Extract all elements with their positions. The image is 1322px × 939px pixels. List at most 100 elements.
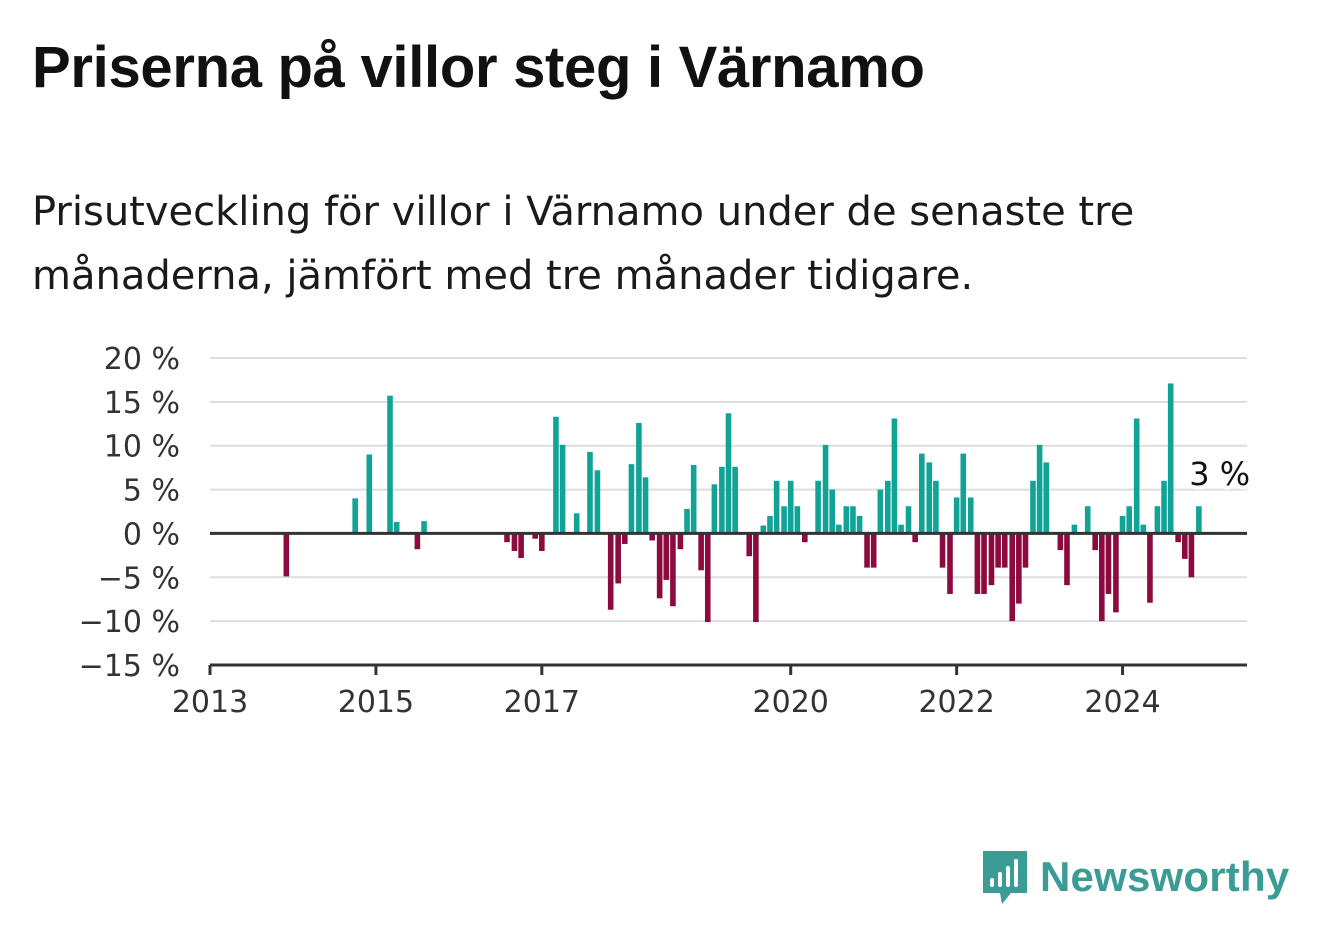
bar — [1043, 462, 1050, 534]
x-tick-label: 2020 — [753, 685, 829, 720]
bar — [829, 489, 835, 534]
bar — [1188, 533, 1195, 578]
y-tick-label: −10 % — [79, 605, 180, 640]
y-tick-label: 20 % — [104, 342, 180, 377]
bar — [981, 533, 987, 594]
bar — [912, 533, 918, 543]
bar — [642, 477, 649, 534]
bar — [511, 533, 518, 551]
bar — [622, 533, 628, 544]
bar — [1113, 533, 1119, 613]
bar — [794, 506, 801, 534]
bar — [1105, 533, 1112, 594]
y-tick-label: 5 % — [123, 474, 180, 509]
bar — [1057, 533, 1064, 551]
bar — [898, 524, 904, 534]
bar-chart-speech-bubble-icon — [983, 851, 1027, 904]
bar — [960, 453, 967, 534]
bar-chart: 20 % 15 % 10 % 5 % 0 % −5 % −10 % −15 %2013 2015… — [79, 342, 1255, 720]
bar — [1133, 418, 1140, 534]
bar — [1092, 533, 1098, 551]
bar — [1119, 515, 1126, 534]
bar — [926, 462, 933, 534]
bar — [532, 533, 538, 539]
bar — [628, 464, 635, 534]
bar — [1022, 533, 1029, 568]
bar — [974, 533, 981, 594]
bar — [884, 480, 891, 534]
bar — [587, 451, 593, 534]
bar — [822, 444, 829, 534]
bar — [1126, 506, 1132, 534]
annotation-halo: 3 % — [1189, 455, 1250, 493]
bar — [1071, 524, 1078, 534]
bar — [283, 533, 290, 577]
last-value-label: 3 % — [1189, 455, 1250, 493]
bar — [663, 533, 670, 580]
x-tick-label: 2017 — [504, 685, 580, 720]
bar — [843, 506, 850, 534]
y-tick-label: −15 % — [79, 649, 180, 684]
bar — [850, 506, 856, 534]
bar — [1016, 533, 1022, 604]
bar — [1001, 533, 1008, 568]
bar — [732, 466, 738, 534]
bar — [559, 444, 566, 534]
bar — [1084, 506, 1091, 534]
bar — [719, 466, 725, 534]
bar — [746, 533, 753, 557]
bar — [773, 480, 780, 534]
y-tick-label: 0 % — [123, 517, 180, 552]
bar — [393, 522, 400, 534]
y-tick-label: 10 % — [104, 430, 180, 465]
bar — [1099, 533, 1105, 622]
bar — [670, 533, 676, 607]
bar — [1167, 383, 1174, 534]
bar — [1140, 524, 1147, 534]
bar — [995, 533, 1001, 568]
bar — [698, 533, 704, 571]
bar — [636, 422, 642, 534]
bar — [414, 533, 421, 550]
bar — [988, 533, 995, 586]
bar — [947, 533, 953, 594]
bar — [767, 515, 773, 534]
bar — [539, 533, 545, 551]
bar — [553, 416, 559, 534]
bar — [607, 533, 614, 610]
bar — [711, 484, 718, 534]
newsworthy-logo: Newsworthy — [980, 848, 1289, 906]
bar — [594, 470, 601, 534]
bar — [504, 533, 510, 543]
bar — [802, 533, 808, 543]
bar — [656, 533, 663, 599]
x-tick-label: 2022 — [918, 685, 994, 720]
bar — [366, 454, 373, 534]
x-tick-label: 2015 — [338, 685, 414, 720]
y-tick-label: −5 % — [98, 561, 180, 596]
bar — [1196, 506, 1202, 534]
bar — [836, 524, 842, 534]
bar — [518, 533, 524, 558]
bar — [1009, 533, 1016, 622]
chart-subtitle: Prisutveckling för villor i Värnamo unde… — [32, 189, 1135, 299]
bar — [891, 418, 898, 534]
bar — [919, 453, 925, 534]
bar — [760, 525, 767, 534]
bar — [421, 521, 427, 534]
bar — [939, 533, 946, 568]
bar — [1030, 480, 1036, 534]
bar — [1161, 480, 1167, 534]
bar — [352, 498, 358, 534]
brand-name: Newsworthy — [1040, 853, 1290, 900]
bar — [704, 533, 711, 623]
bar — [725, 413, 732, 534]
bar — [933, 480, 939, 534]
bar — [1147, 533, 1153, 603]
bar — [864, 533, 870, 568]
y-tick-label: 15 % — [104, 386, 180, 421]
bar — [690, 465, 697, 534]
bar — [877, 489, 884, 534]
bar — [1181, 533, 1188, 559]
bar — [856, 515, 863, 534]
